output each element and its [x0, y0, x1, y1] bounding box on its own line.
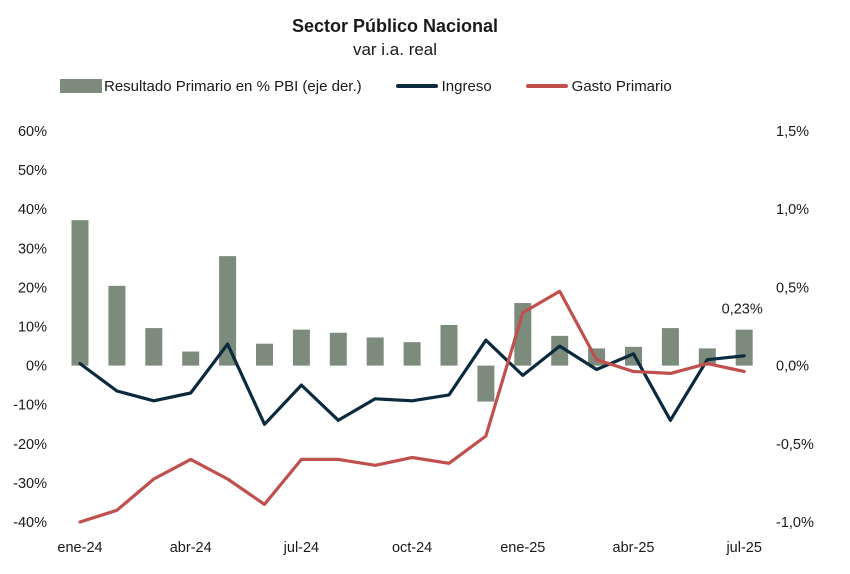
y-right-tick-label: 0,5% [776, 280, 809, 296]
legend-swatch-resultado [60, 79, 102, 93]
bar-resultado-primario [403, 342, 421, 366]
y-left-tick-label: -30% [13, 476, 47, 492]
x-tick-label: jul-24 [283, 540, 319, 556]
bar-resultado-primario [329, 332, 347, 366]
bar-resultado-primario [182, 351, 200, 366]
legend-label-gasto: Gasto Primario [571, 77, 672, 95]
bar-resultado-primario [514, 303, 532, 366]
bar-resultado-primario [735, 329, 753, 366]
bar-resultado-primario [551, 335, 569, 366]
bar-resultado-primario [108, 285, 126, 366]
y-left-tick-label: 0% [26, 359, 47, 375]
y-right-tick-label: -0,5% [776, 437, 814, 453]
y-left-tick-label: 60% [18, 124, 47, 140]
bar-resultado-primario [256, 343, 273, 366]
x-tick-label: ene-24 [57, 540, 102, 556]
y-left-tick-label: 10% [18, 320, 47, 336]
y-left-tick-label: 30% [18, 241, 47, 257]
legend-swatch-gasto [525, 84, 568, 88]
y-left-tick-label: -40% [13, 515, 47, 531]
legend-item-ingreso: Ingreso [395, 77, 492, 95]
y-right-tick-label: 1,0% [776, 202, 809, 218]
y-left-tick-label: 50% [18, 163, 47, 179]
annotation-label: 0,23% [722, 302, 763, 318]
y-right-tick-label: 0,0% [776, 359, 809, 375]
y-right-tick-label: 1,5% [776, 124, 809, 140]
bar-resultado-primario [698, 348, 716, 366]
bar-resultado-primario [477, 365, 495, 402]
x-tick-label: abr-25 [613, 540, 655, 556]
y-left-tick-label: 20% [18, 280, 47, 296]
x-tick-label: ene-25 [500, 540, 545, 556]
bar-resultado-primario [71, 220, 89, 366]
y-right-tick-label: -1,0% [776, 515, 814, 531]
line-ingreso [78, 338, 746, 426]
line-gasto-primario [78, 289, 746, 524]
bar-resultado-primario [145, 328, 163, 366]
x-tick-label: jul-25 [725, 540, 761, 556]
y-left-tick-label: 40% [18, 202, 47, 218]
y-left-tick-label: -10% [13, 398, 47, 414]
chart-subtitle: var i.a. real [352, 40, 438, 59]
legend-item-gasto: Gasto Primario [525, 77, 672, 95]
bar-resultado-primario [440, 324, 458, 366]
chart-title: Sector Público Nacional [291, 16, 499, 36]
bar-resultado-primario [366, 337, 384, 366]
bar-resultado-primario [219, 256, 237, 366]
legend-label-ingreso: Ingreso [441, 77, 492, 95]
chart-legend: Resultado Primario en % PBI (eje der.) I… [60, 76, 706, 96]
bar-resultado-primario [661, 328, 679, 366]
y-left-tick-label: -20% [13, 437, 47, 453]
bar-resultado-primario [292, 329, 310, 366]
legend-label-resultado: Resultado Primario en % PBI (eje der.) [104, 77, 362, 95]
legend-swatch-ingreso [395, 84, 438, 88]
legend-item-resultado: Resultado Primario en % PBI (eje der.) [60, 78, 362, 95]
x-tick-label: oct-24 [392, 540, 432, 556]
x-tick-label: abr-24 [170, 540, 212, 556]
